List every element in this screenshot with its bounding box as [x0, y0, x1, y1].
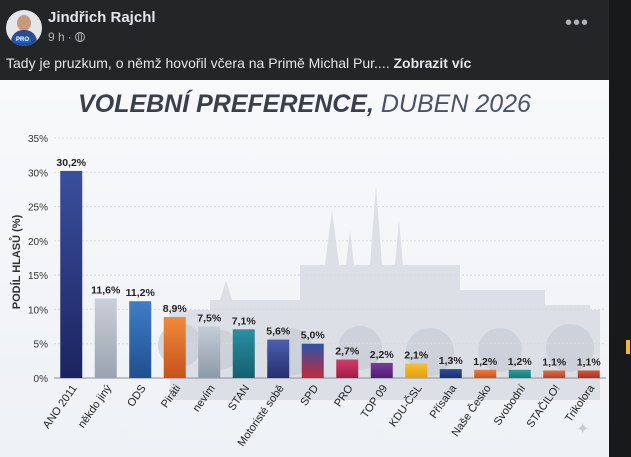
meta-separator: ·: [67, 30, 72, 44]
x-tick-label: nevím: [191, 383, 218, 414]
bar: [301, 343, 324, 378]
x-tick-label: ANO 2011: [41, 383, 80, 431]
bar-value-label: 2,2%: [370, 349, 395, 361]
y-axis-label: PODÍL HLASŮ (%): [9, 214, 23, 309]
x-tick-label: Přísaha: [428, 382, 460, 421]
bar-value-label: 7,1%: [232, 315, 257, 327]
avatar-head: [17, 15, 31, 31]
bar: [577, 370, 600, 378]
bar-value-label: 11,6%: [91, 284, 121, 296]
post-text: Tady je pruzkum, o němž hovořil včera na…: [6, 55, 471, 71]
bar-value-label: 8,9%: [163, 303, 188, 315]
post-time[interactable]: 9 h: [48, 30, 65, 44]
facebook-post: PRO Jindřich Rajchl 9 h · ••• Tady je pr…: [0, 0, 609, 457]
x-tick-label: PRO: [332, 382, 356, 409]
post-meta: 9 h ·: [48, 30, 85, 44]
x-tick-label: STAN: [226, 383, 252, 413]
x-tick-label: Svobodní: [492, 383, 528, 428]
bar: [405, 363, 428, 378]
see-more-link[interactable]: Zobrazit víc: [393, 55, 472, 71]
y-tick-label: 5%: [34, 340, 49, 351]
chart-title-bold: VOLEBNÍ PREFERENCE,: [78, 90, 374, 118]
bar-value-label: 1,2%: [473, 356, 498, 368]
bar: [198, 326, 221, 378]
bar-value-label: 1,2%: [508, 356, 533, 368]
bar: [336, 359, 359, 378]
bar: [474, 369, 497, 378]
x-tick-label: STAČILO!: [524, 382, 563, 430]
bar-value-label: 1,1%: [577, 356, 602, 368]
bar: [232, 329, 255, 378]
bar: [129, 301, 152, 378]
right-gutter: [609, 0, 631, 457]
x-tick-label: Piráti: [159, 383, 183, 410]
x-tick-label: někdo jiný: [76, 382, 115, 430]
y-tick-label: 15%: [28, 271, 48, 282]
bar-value-label: 1,1%: [542, 356, 567, 368]
more-options-icon[interactable]: •••: [565, 12, 590, 34]
x-tick-label: KDU-ČSL: [386, 382, 424, 429]
y-tick-label: 20%: [28, 237, 48, 248]
globe-icon[interactable]: [74, 32, 85, 42]
gutter-highlight: [626, 340, 630, 354]
y-tick-label: 10%: [28, 305, 48, 316]
bar: [370, 362, 393, 378]
bar-value-label: 7,5%: [197, 313, 222, 325]
bar: [543, 370, 566, 378]
post-image[interactable]: VOLEBNÍ PREFERENCE, DUBEN 2026 0% 5% 10% 15…: [0, 80, 609, 457]
bar: [163, 316, 186, 378]
bar-value-label: 2,7%: [335, 345, 360, 357]
x-tick-label: SPD: [298, 383, 321, 408]
bar: [94, 298, 117, 378]
bar: [60, 170, 83, 378]
bar: [439, 369, 462, 378]
y-tick-label: 0%: [34, 374, 49, 385]
bar-chart: 0% 5% 10% 15% 20% 25% 30% 35% PODÍL HLASŮ (%) 30,…: [9, 134, 606, 449]
bar-value-label: 11,2%: [126, 287, 156, 299]
y-tick-label: 25%: [28, 203, 48, 214]
author-name[interactable]: Jindřich Rajchl: [48, 9, 156, 26]
chart-title-light: DUBEN 2026: [380, 90, 531, 118]
bar-value-label: 2,1%: [404, 350, 429, 362]
avatar[interactable]: PRO: [6, 10, 42, 46]
sparkle-watermark-icon: ✦: [576, 421, 590, 438]
avatar-badge: PRO: [14, 37, 32, 43]
bar-value-label: 5,0%: [301, 330, 326, 342]
y-tick-label: 30%: [28, 168, 48, 179]
x-tick-label: TOP 09: [359, 383, 390, 421]
bar-value-label: 5,6%: [266, 326, 291, 338]
y-tick-label: 35%: [28, 134, 48, 145]
x-tick-label: ODS: [125, 383, 149, 409]
post-text-body: Tady je pruzkum, o němž hovořil včera na…: [6, 55, 390, 71]
chart-title: VOLEBNÍ PREFERENCE, DUBEN 2026: [0, 90, 609, 119]
bar: [267, 339, 290, 378]
bar-value-label: 1,3%: [439, 355, 464, 367]
bar-value-label: 30,2%: [56, 157, 86, 169]
bar: [508, 369, 531, 378]
